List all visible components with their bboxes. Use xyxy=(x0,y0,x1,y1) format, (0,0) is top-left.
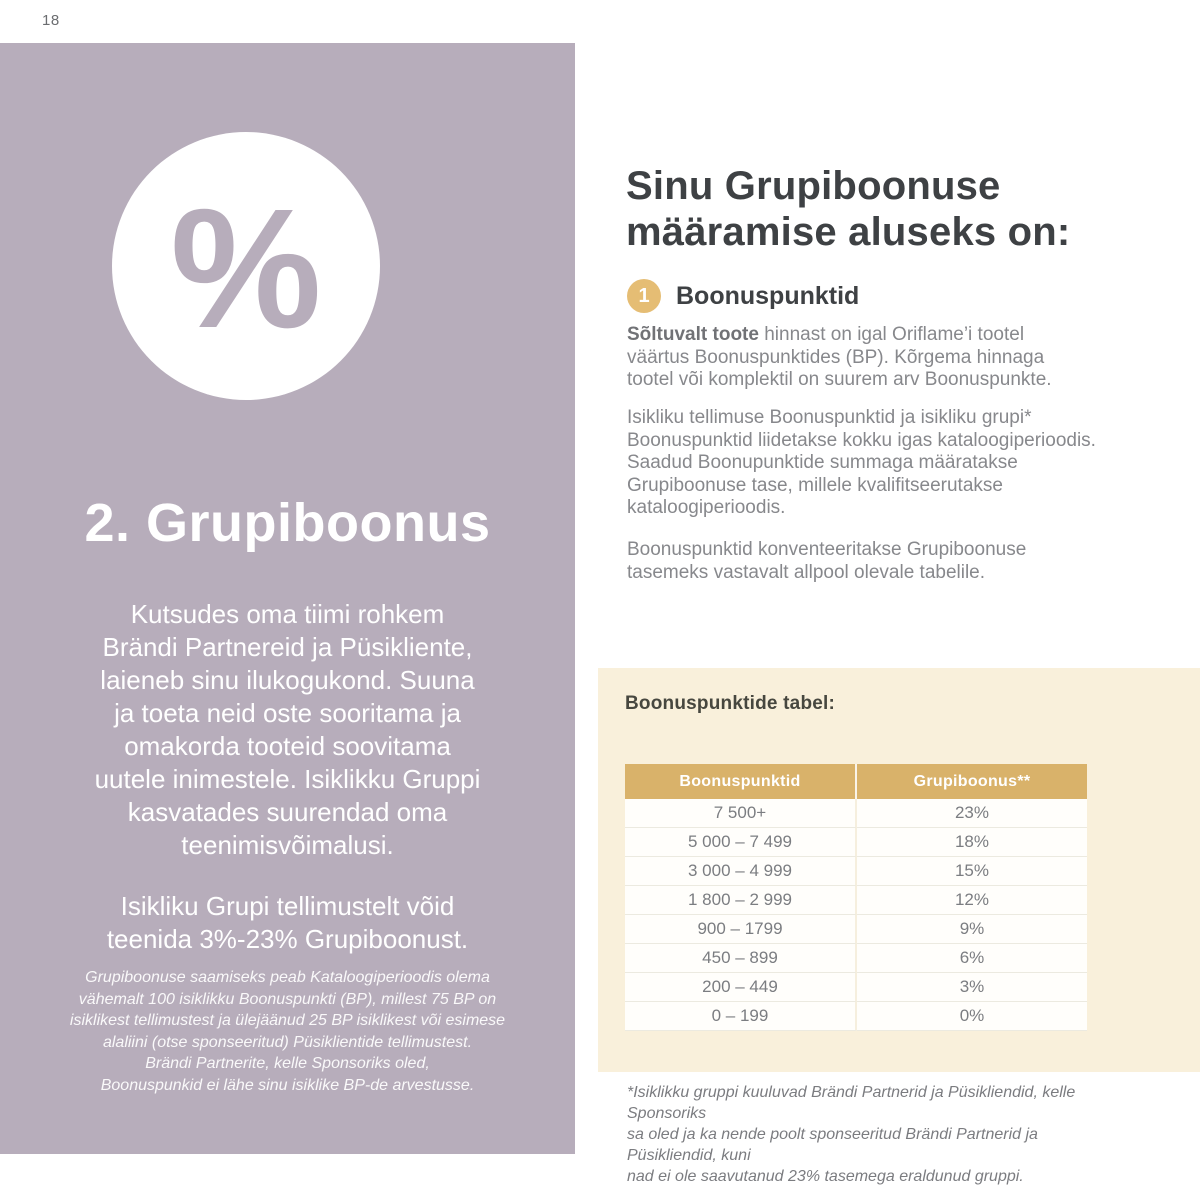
table-row: 7 500+ 23% xyxy=(625,799,1087,828)
page-number: 18 xyxy=(42,12,60,29)
points-range: 7 500+ xyxy=(625,799,857,828)
step-number-badge: 1 xyxy=(627,279,661,313)
left-panel: % 2. Grupiboonus Kutsudes oma tiimi rohk… xyxy=(0,43,575,1154)
points-range: 5 000 – 7 499 xyxy=(625,828,857,857)
table-header-row: Boonuspunktid Grupiboonus** xyxy=(625,764,1087,799)
earnings-range-paragraph: Isikliku Grupi tellimustelt võid teenida… xyxy=(106,891,469,954)
points-range: 0 – 199 xyxy=(625,1002,857,1031)
step-number: 1 xyxy=(638,284,650,307)
paragraph-body: hinnast on igal Oriflame’i tootel väärtu… xyxy=(627,324,1052,390)
table-row: 3 000 – 4 999 15% xyxy=(625,857,1087,886)
column-header-grupiboonus: Grupiboonus** xyxy=(856,764,1087,799)
bonus-table-panel: Boonuspunktide tabel: Boonuspunktid Grup… xyxy=(598,668,1200,1072)
table-row: 0 – 199 0% xyxy=(625,1002,1087,1031)
bonus-percent: 15% xyxy=(856,857,1087,886)
page-title: Sinu Grupiboonuse määramise aluseks on: xyxy=(626,164,1071,254)
group-points-paragraph: Isikliku tellimuse Boonuspunktid ja isik… xyxy=(627,407,1096,518)
bonus-percent: 0% xyxy=(856,1002,1087,1031)
percent-icon: % xyxy=(170,174,322,364)
column-header-boonuspunktid: Boonuspunktid xyxy=(625,764,857,799)
group-definition-footnote: *Isiklikku gruppi kuuluvad Brändi Partne… xyxy=(627,1084,1076,1185)
bonus-percent: 23% xyxy=(856,799,1087,828)
points-range: 3 000 – 4 999 xyxy=(625,857,857,886)
percent-badge: % xyxy=(112,132,380,400)
table-row: 900 – 1799 9% xyxy=(625,915,1087,944)
table-row: 450 – 899 6% xyxy=(625,944,1087,973)
step-1: 1 Boonuspunktid xyxy=(627,279,859,313)
points-range: 200 – 449 xyxy=(625,973,857,1002)
bonus-points-table: Boonuspunktid Grupiboonus** 7 500+ 23% 5… xyxy=(625,764,1087,1031)
table-row: 5 000 – 7 499 18% xyxy=(625,828,1087,857)
bold-lead-in: Sõltuvalt toote xyxy=(627,324,759,345)
points-range: 1 800 – 2 999 xyxy=(625,886,857,915)
conversion-paragraph: Boonuspunktid konventeeritakse Grupiboon… xyxy=(627,539,1027,583)
bonus-percent: 12% xyxy=(856,886,1087,915)
step-title: Boonuspunktid xyxy=(676,281,860,310)
points-range: 450 – 899 xyxy=(625,944,857,973)
section-title: 2. Grupiboonus xyxy=(84,493,491,553)
points-range: 900 – 1799 xyxy=(625,915,857,944)
table-title: Boonuspunktide tabel: xyxy=(625,693,836,714)
intro-paragraph: Kutsudes oma tiimi rohkem Brändi Partner… xyxy=(94,599,481,860)
bonus-percent: 18% xyxy=(856,828,1087,857)
bonus-percent: 9% xyxy=(856,915,1087,944)
bonus-percent: 3% xyxy=(856,973,1087,1002)
qualification-footnote: Grupiboonuse saamiseks peab Kataloogiper… xyxy=(69,969,506,1094)
table-row: 200 – 449 3% xyxy=(625,973,1087,1002)
bonus-percent: 6% xyxy=(856,944,1087,973)
table-row: 1 800 – 2 999 12% xyxy=(625,886,1087,915)
bonus-points-paragraph: Sõltuvalt toote hinnast on igal Oriflame… xyxy=(627,324,1132,392)
